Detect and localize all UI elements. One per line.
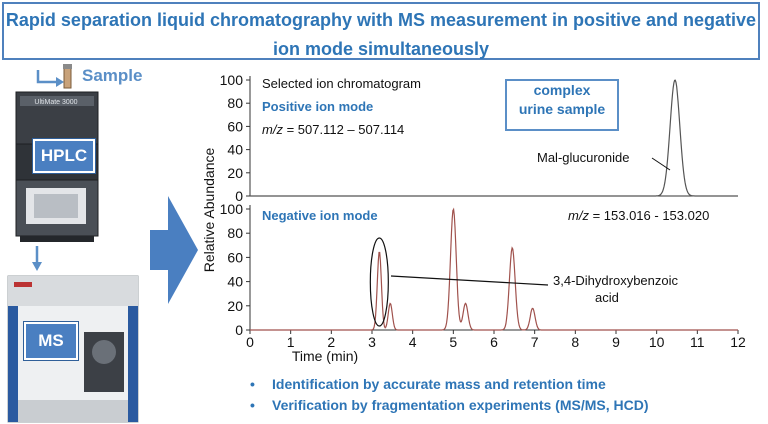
y-tick-label: 40 — [227, 142, 243, 158]
urine-sample-callout: complex urine sample — [505, 79, 619, 131]
chart-subtitle: Selected ion chromatogram — [262, 76, 421, 91]
x-tick-label: 1 — [287, 334, 295, 350]
x-tick-label: 4 — [409, 334, 417, 350]
title-line-2: ion mode simultaneously — [272, 39, 490, 59]
x-tick-label: 12 — [730, 334, 746, 350]
mz-range: = 153.016 - 153.020 — [589, 208, 709, 223]
bullet-dot-icon: • — [250, 397, 255, 413]
hplc-to-ms-arrowhead — [32, 262, 42, 271]
dhb-peak-highlight — [369, 237, 389, 327]
x-tick-label: 3 — [368, 334, 376, 350]
y-tick-label: 60 — [227, 249, 243, 265]
x-tick-label: 11 — [690, 334, 705, 350]
hplc-instrument-icon: UltiMate 3000 — [15, 91, 99, 242]
y-tick-label: 0 — [235, 188, 243, 204]
y-tick-label: 100 — [220, 201, 244, 217]
sample-label: Sample — [82, 66, 143, 85]
ms-instrument-icon — [7, 275, 139, 423]
y-tick-label: 20 — [227, 298, 243, 314]
positive-mode-label: Positive ion mode — [262, 99, 373, 114]
title-line-1: Rapid separation liquid chromatography w… — [5, 10, 757, 30]
callout-line-2: urine sample — [518, 101, 606, 117]
flow-arrow — [150, 196, 198, 304]
dhb-label-line-2: acid — [595, 290, 619, 305]
mal-glucuronide-pointer — [651, 157, 671, 171]
x-tick-label: 5 — [449, 334, 457, 350]
y-tick-label: 80 — [227, 225, 243, 241]
mal-glucuronide-label: Mal-glucuronide — [537, 150, 630, 165]
title-box: Rapid separation liquid chromatography w… — [2, 2, 760, 60]
series-line — [250, 207, 738, 331]
y-tick-label: 100 — [220, 72, 244, 88]
dhb-pointer-line — [390, 275, 549, 286]
sample-vial-icon — [63, 64, 72, 89]
y-tick-label: 20 — [227, 165, 243, 181]
ms-label-box: MS — [24, 322, 78, 360]
mz-symbol: m/z — [262, 122, 283, 137]
chart-traces — [250, 79, 738, 331]
x-axis-title: Time (min) — [292, 348, 358, 364]
x-tick-label: 10 — [649, 334, 665, 350]
callout-line-1: complex — [533, 82, 591, 98]
y-tick-label: 80 — [227, 95, 243, 111]
bullet-item: • Identification by accurate mass and ret… — [250, 374, 649, 395]
workflow-graphic: UltiMate 3000 — [7, 64, 198, 423]
instrument-text: UltiMate 3000 — [34, 99, 77, 106]
bullet-list: • Identification by accurate mass and ret… — [250, 374, 649, 416]
x-tick-label: 2 — [327, 334, 335, 350]
mz-range: = 507.112 – 507.114 — [283, 122, 404, 137]
x-tick-label: 8 — [571, 334, 579, 350]
chart-axes — [246, 76, 739, 334]
y-tick-label: 60 — [227, 118, 243, 134]
hplc-label-box: HPLC — [33, 139, 95, 173]
x-tick-label: 0 — [246, 334, 254, 350]
dhb-label-line-1: 3,4-Dihydroxybenzoic — [553, 273, 679, 288]
x-tick-label: 6 — [490, 334, 498, 350]
y-tick-label: 0 — [235, 322, 243, 338]
y-axis-title: Relative Abundance — [201, 148, 217, 273]
mz-symbol: m/z — [568, 208, 589, 223]
series-line — [250, 79, 738, 197]
bullet-item: • Verification by fragmentation experimen… — [250, 395, 649, 416]
bullet-text: Verification by fragmentation experiment… — [272, 397, 649, 413]
negative-mode-label: Negative ion mode — [262, 208, 378, 223]
sample-arrowhead — [56, 77, 64, 87]
y-tick-label: 40 — [227, 274, 243, 290]
bullet-text: Identification by accurate mass and rete… — [272, 376, 606, 392]
bullet-dot-icon: • — [250, 376, 255, 392]
x-tick-label: 7 — [531, 334, 539, 350]
positive-mz-label: m/z = 507.112 – 507.114 — [262, 122, 404, 137]
negative-mz-label: m/z = 153.016 - 153.020 — [568, 208, 709, 223]
sample-arrow — [36, 70, 56, 84]
x-tick-label: 9 — [612, 334, 620, 350]
